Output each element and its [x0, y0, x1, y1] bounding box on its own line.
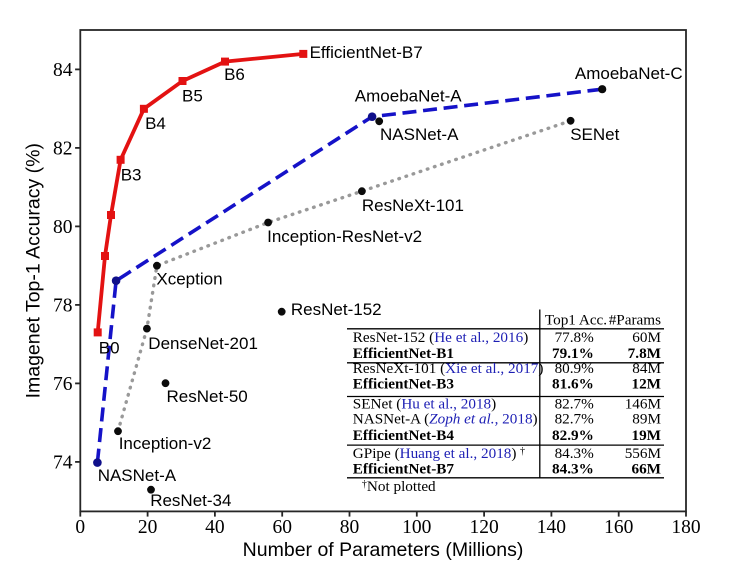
svg-text:20: 20	[138, 517, 158, 538]
svg-text:AmoebaNet-A: AmoebaNet-A	[355, 86, 462, 105]
svg-text:SENet (Hu et al., 2018): SENet (Hu et al., 2018)	[353, 395, 496, 412]
svg-text:60: 60	[272, 517, 292, 538]
svg-text:120: 120	[469, 517, 498, 538]
svg-text:180: 180	[671, 517, 700, 538]
svg-text:ResNet-50: ResNet-50	[167, 387, 248, 406]
svg-text:76: 76	[53, 374, 73, 395]
svg-text:SENet: SENet	[570, 125, 619, 144]
svg-text:556M: 556M	[625, 445, 662, 462]
svg-text:7.8M: 7.8M	[628, 345, 661, 362]
svg-text:DenseNet-201: DenseNet-201	[148, 334, 258, 353]
svg-text:EfficientNet-B3: EfficientNet-B3	[353, 375, 455, 392]
svg-text:40: 40	[205, 517, 225, 538]
svg-text:GPipe (Huang et al., 2018)†: GPipe (Huang et al., 2018) †	[353, 445, 525, 462]
svg-text:Inception-ResNet-v2: Inception-ResNet-v2	[267, 227, 422, 246]
svg-text:60M: 60M	[632, 329, 661, 346]
svg-text:66M: 66M	[631, 460, 661, 477]
svg-text:140: 140	[537, 517, 566, 538]
svg-text:80.9%: 80.9%	[555, 360, 595, 377]
svg-text:EfficientNet-B7: EfficientNet-B7	[310, 43, 423, 62]
svg-text:NASNet-A (Zoph et al., 2018): NASNet-A (Zoph et al., 2018)	[353, 411, 538, 428]
svg-text:EfficientNet-B4: EfficientNet-B4	[353, 427, 455, 444]
svg-text:80: 80	[340, 517, 360, 538]
svg-text:82.7%: 82.7%	[555, 411, 595, 428]
svg-text:B6: B6	[224, 65, 245, 84]
svg-text:84.3%: 84.3%	[555, 445, 595, 462]
svg-text:EfficientNet-B7: EfficientNet-B7	[353, 460, 455, 477]
svg-text:EfficientNet-B1: EfficientNet-B1	[353, 345, 454, 362]
svg-text:0: 0	[75, 517, 85, 538]
svg-text:100: 100	[402, 517, 431, 538]
svg-text:ResNet-152 (He et al., 2016): ResNet-152 (He et al., 2016)	[353, 329, 528, 346]
svg-text:Imagenet Top-1 Accuracy (%): Imagenet Top-1 Accuracy (%)	[23, 143, 45, 398]
svg-text:B0: B0	[99, 339, 120, 358]
svg-text:†Not plotted: †Not plotted	[362, 478, 436, 495]
svg-text:B5: B5	[182, 87, 203, 106]
svg-text:89M: 89M	[632, 411, 661, 428]
svg-text:80: 80	[53, 217, 73, 238]
svg-text:160: 160	[604, 517, 633, 538]
svg-text:84: 84	[53, 60, 73, 81]
svg-text:77.8%: 77.8%	[555, 329, 595, 346]
svg-text:78: 78	[53, 296, 73, 317]
svg-text:ResNeXt-101 (Xie et al., 2017): ResNeXt-101 (Xie et al., 2017)	[353, 360, 544, 377]
svg-text:Number of Parameters (Millions: Number of Parameters (Millions)	[243, 539, 524, 561]
svg-text:Xception: Xception	[156, 270, 222, 289]
svg-text:81.6%: 81.6%	[552, 375, 594, 392]
svg-text:82: 82	[53, 139, 73, 160]
svg-text:79.1%: 79.1%	[552, 345, 594, 362]
svg-text:74: 74	[53, 453, 73, 474]
svg-text:12M: 12M	[631, 375, 661, 392]
svg-text:NASNet-A: NASNet-A	[98, 466, 177, 485]
svg-text:Top1 Acc.: Top1 Acc.	[545, 311, 607, 328]
svg-text:84.3%: 84.3%	[552, 460, 594, 477]
svg-text:Inception-v2: Inception-v2	[119, 434, 212, 453]
svg-text:84M: 84M	[632, 360, 661, 377]
svg-text:82.9%: 82.9%	[552, 427, 594, 444]
svg-text:82.7%: 82.7%	[555, 395, 595, 412]
svg-text:ResNet-152: ResNet-152	[291, 300, 382, 319]
svg-text:#Params: #Params	[609, 311, 661, 328]
svg-text:B4: B4	[145, 114, 166, 133]
svg-text:146M: 146M	[625, 395, 662, 412]
svg-text:ResNet-34: ResNet-34	[150, 491, 231, 510]
svg-text:19M: 19M	[631, 427, 661, 444]
svg-text:ResNeXt-101: ResNeXt-101	[362, 196, 464, 215]
svg-text:NASNet-A: NASNet-A	[380, 125, 459, 144]
svg-text:AmoebaNet-C: AmoebaNet-C	[575, 64, 683, 83]
svg-text:B3: B3	[121, 165, 142, 184]
